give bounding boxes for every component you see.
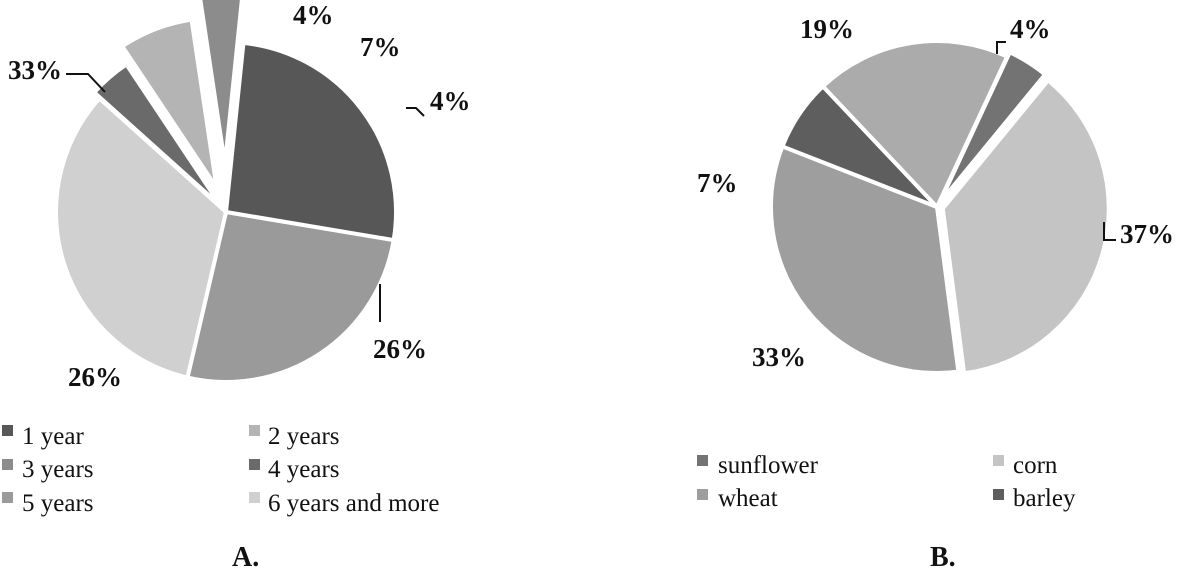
legend-swatch-sunflower — [697, 455, 708, 466]
chart-b-caption: B. — [930, 542, 956, 573]
chart-b-leader-4 — [996, 41, 1006, 54]
chart-b-label-sunflower: 4% — [1010, 14, 1051, 44]
chart-a-slice-4-years — [92, 62, 223, 208]
chart-a-slice-5-years — [185, 210, 396, 384]
chart-b-slice-other — [820, 39, 1010, 209]
chart-a-legend: 1 year 2 years 3 years 4 years 5 years 6… — [2, 423, 439, 517]
chart-b-label-wheat: 33% — [752, 342, 806, 372]
legend-6-years: 6 years and more — [268, 490, 439, 517]
chart-b-slices — [769, 39, 1111, 376]
legend-swatch-wheat — [697, 489, 708, 500]
legend-swatch-6-years — [249, 492, 260, 503]
chart-a-leader-4b — [406, 107, 425, 117]
chart-a-label-4-years: 4% — [293, 0, 334, 30]
chart-a: 33% 26% 26% 4% 7% 4% 1 year 2 years 3 ye… — [2, 0, 471, 573]
chart-b-legend: sunflower corn wheat barley — [697, 452, 1076, 512]
chart-a-label-5-years: 26% — [68, 362, 122, 392]
legend-swatch-corn — [993, 455, 1004, 466]
chart-a-slice-1-year — [224, 40, 398, 243]
legend-swatch-5-years — [2, 492, 13, 503]
chart-a-label-6-years: 33% — [8, 55, 62, 85]
legend-2-years: 2 years — [268, 423, 340, 450]
chart-a-slice-3-years — [198, 0, 244, 167]
legend-5-years: 5 years — [22, 490, 94, 517]
legend-swatch-4-years — [249, 459, 260, 470]
legend-sunflower: sunflower — [718, 452, 819, 479]
legend-wheat: wheat — [718, 485, 778, 512]
chart-a-slice-6-years-and-more — [54, 96, 228, 380]
chart-a-label-1-year: 26% — [373, 334, 427, 364]
legend-corn: corn — [1013, 452, 1058, 479]
chart-b-slice-sunflower — [937, 50, 1048, 205]
chart-b-label-corn: 37% — [1120, 219, 1174, 249]
chart-a-caption: A. — [232, 542, 259, 573]
chart-a-slices — [54, 0, 398, 384]
legend-swatch-1-year — [2, 425, 13, 436]
chart-a-label-2-years: 7% — [360, 32, 401, 62]
legend-barley: barley — [1013, 485, 1076, 512]
chart-b-label-barley: 7% — [697, 168, 738, 198]
chart-a-leader-33 — [66, 73, 106, 93]
legend-swatch-3-years — [2, 459, 13, 470]
legend-swatch-2-years — [249, 425, 260, 436]
chart-b-leader-37 — [1103, 222, 1116, 241]
chart-a-label-3-years: 4% — [430, 86, 471, 116]
chart-b-label-19: 19% — [800, 14, 854, 44]
legend-4-years: 4 years — [268, 456, 340, 483]
chart-a-slice-2-years — [120, 17, 219, 190]
chart-b: 19% 4% 7% 37% 33% sunflower corn wheat b… — [697, 14, 1174, 573]
legend-3-years: 3 years — [22, 456, 94, 483]
legend-1-year: 1 year — [22, 423, 84, 450]
legend-swatch-barley — [993, 489, 1004, 500]
chart-b-slice-wheat — [769, 144, 961, 375]
chart-b-slice-corn — [940, 78, 1111, 376]
